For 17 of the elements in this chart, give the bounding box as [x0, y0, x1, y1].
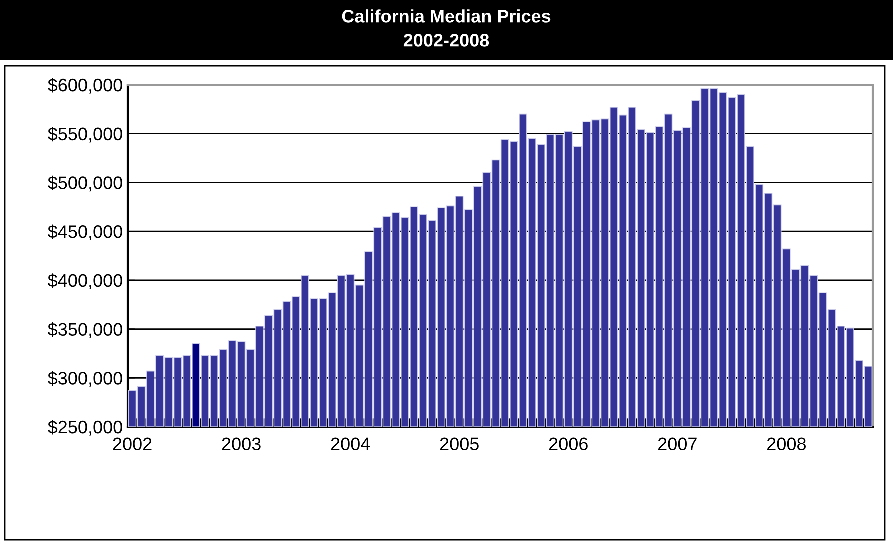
x-tick-label: 2006: [549, 438, 588, 451]
chart-subtitle: 2002-2008: [404, 34, 490, 47]
y-tick-label: $300,000: [48, 371, 122, 387]
x-tick-label: 2002: [113, 438, 152, 451]
x-tick-label: 2007: [658, 438, 697, 451]
y-tick-label: $500,000: [48, 176, 122, 192]
y-tick-label: $450,000: [48, 224, 122, 240]
chart-title: California Median Prices: [342, 10, 551, 23]
y-tick-label: $250,000: [48, 420, 122, 436]
x-tick-label: 2004: [331, 438, 370, 451]
x-tick-label: 2008: [768, 438, 806, 451]
y-tick-label: $400,000: [48, 274, 122, 290]
x-tick-label: 2005: [440, 438, 479, 451]
y-tick-label: $350,000: [48, 322, 122, 338]
y-tick-label: $600,000: [48, 78, 122, 94]
y-tick-label: $550,000: [48, 127, 122, 143]
x-tick-label: 2003: [222, 438, 261, 451]
